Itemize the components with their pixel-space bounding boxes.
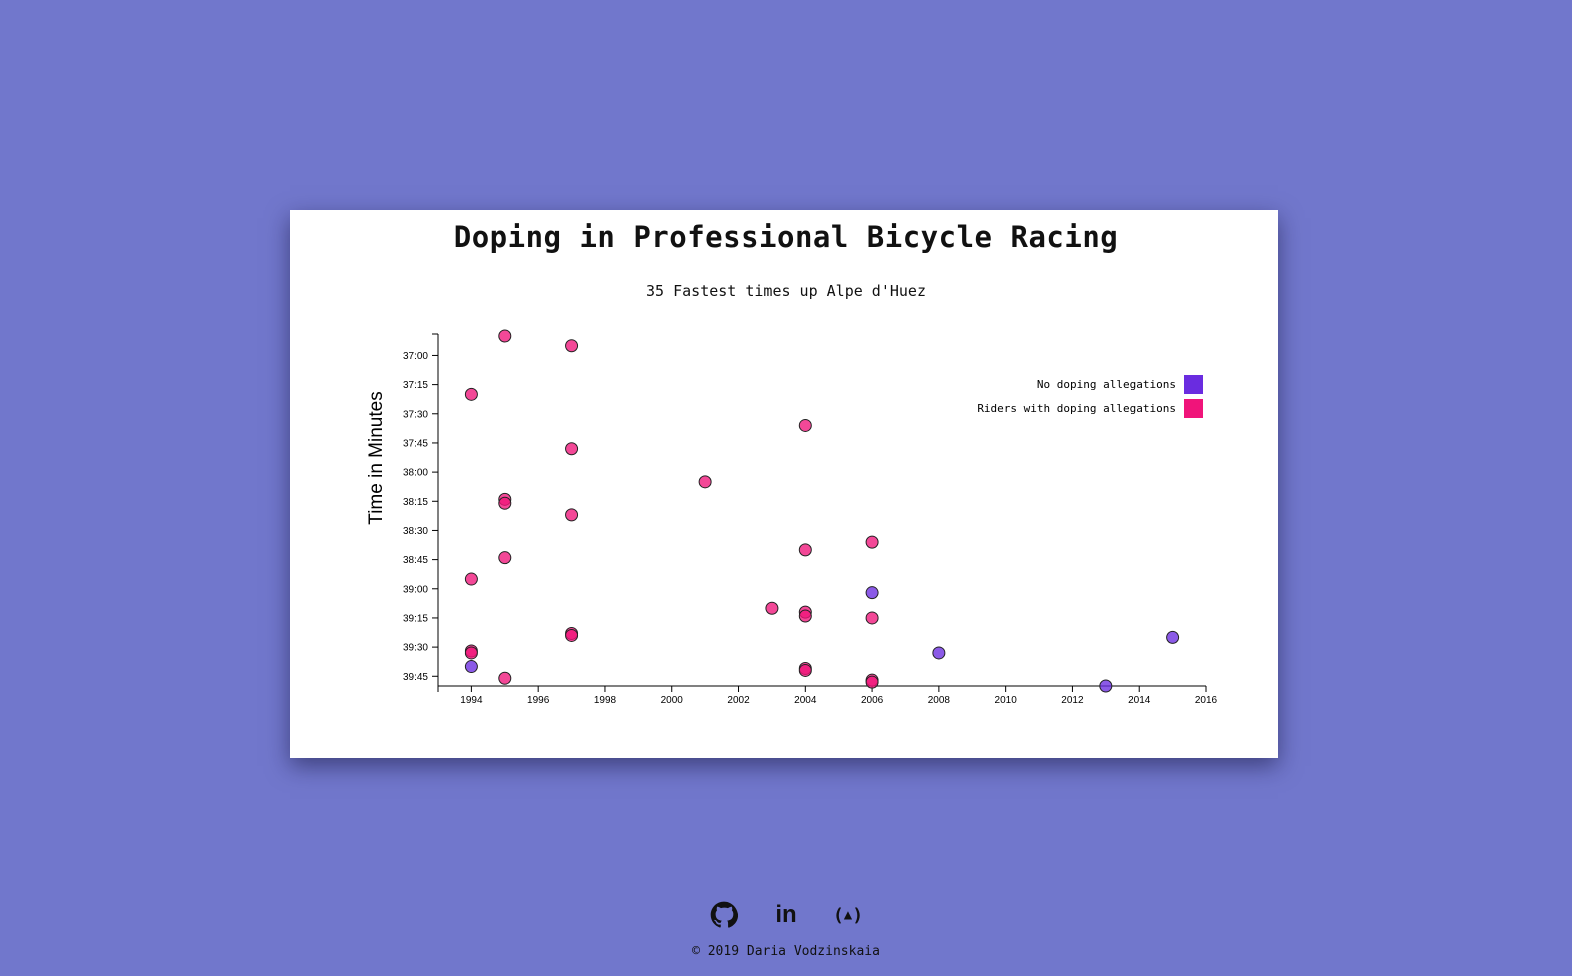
y-tick-label: 37:30 [403,409,428,420]
data-point-doping [798,609,812,623]
freecodecamp-icon[interactable]: (▲) [832,904,864,926]
x-tick-label: 2008 [928,695,951,706]
data-point-doping [464,646,478,660]
data-point-doping [565,442,579,456]
y-tick-label: 37:15 [403,380,428,391]
data-point-clean [464,660,478,674]
data-point-doping [565,508,579,522]
y-tick-label: 37:45 [403,438,428,449]
data-point-doping [798,543,812,557]
x-tick-label: 2010 [995,695,1018,706]
legend-swatch [1184,399,1203,418]
x-tick-label: 2012 [1061,695,1084,706]
data-point-doping [865,611,879,625]
data-point-doping [464,572,478,586]
y-tick-label: 39:15 [403,613,428,624]
legend-label: No doping allegations [1037,378,1176,391]
y-tick-label: 38:45 [403,555,428,566]
data-point-doping [498,329,512,343]
data-point-doping [798,663,812,677]
x-tick-label: 2002 [727,695,750,706]
x-tick-label: 2016 [1195,695,1218,706]
data-point-doping [698,475,712,489]
y-tick-label: 38:00 [403,468,428,479]
y-tick-label: 37:00 [403,351,428,362]
y-tick-label: 38:15 [403,497,428,508]
x-tick-label: 2000 [661,695,684,706]
y-tick-label: 39:45 [403,672,428,683]
data-point-doping [565,628,579,642]
y-tick-label: 38:30 [403,526,428,537]
y-axis-label: Time in Minutes [366,391,387,524]
chart-card [290,210,1278,758]
y-tick-label: 39:30 [403,643,428,654]
legend-label: Riders with doping allegations [977,402,1176,415]
x-tick-label: 2014 [1128,695,1151,706]
data-point-clean [1166,630,1180,644]
copyright-text: © 2019 Daria Vodzinskaia [692,944,880,959]
chart-title: Doping in Professional Bicycle Racing [453,220,1119,254]
x-tick-label: 1996 [527,695,550,706]
data-point-doping [865,675,879,689]
footer-links: in (▲) [0,898,1572,932]
x-tick-label: 2004 [794,695,817,706]
data-point-doping [565,339,579,353]
data-point-clean [1099,679,1113,693]
data-point-doping [464,387,478,401]
data-point-doping [498,671,512,685]
chart-subtitle: 35 Fastest times up Alpe d'Huez [646,282,926,300]
data-point-doping [498,551,512,565]
data-point-doping [798,418,812,432]
github-icon[interactable] [707,898,741,932]
data-point-doping [865,535,879,549]
x-tick-label: 1994 [460,695,483,706]
y-tick-label: 39:00 [403,584,428,595]
data-point-doping [498,496,512,510]
data-point-doping [765,601,779,615]
data-point-clean [865,586,879,600]
data-point-clean [932,646,946,660]
x-tick-label: 2006 [861,695,884,706]
linkedin-icon[interactable]: in [775,901,797,928]
x-tick-label: 1998 [594,695,617,706]
legend-swatch [1184,375,1203,394]
